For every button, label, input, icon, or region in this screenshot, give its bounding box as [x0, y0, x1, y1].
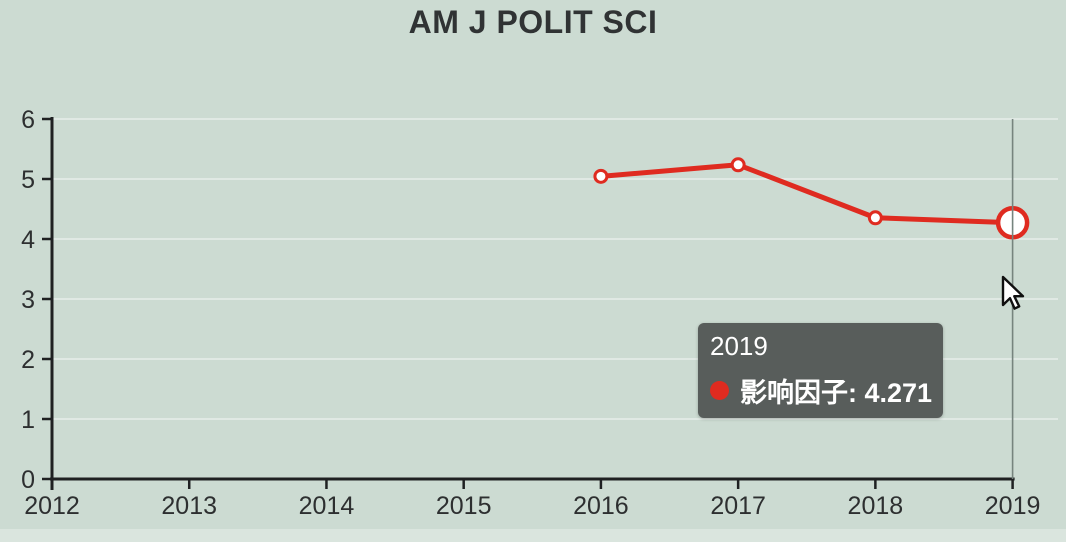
x-tick-label: 2017: [710, 492, 766, 520]
series-dot-icon: [710, 381, 729, 400]
tooltip-series-value: 影响因子: 4.271: [740, 378, 933, 408]
x-tick-label: 2013: [161, 492, 217, 520]
y-tick-label: 4: [21, 226, 35, 254]
tooltip-year-label: 2019: [710, 331, 768, 361]
tooltip-series-row: 影响因子: 4.271: [710, 371, 933, 410]
chart-tooltip: 2019 影响因子: 4.271: [698, 323, 943, 418]
y-tick-label: 1: [21, 406, 35, 434]
y-tick-label: 2: [21, 346, 35, 374]
data-point[interactable]: [730, 157, 746, 173]
x-tick-label: 2014: [299, 492, 355, 520]
y-tick-label: 5: [21, 166, 35, 194]
x-tick-label: 2015: [436, 492, 492, 520]
chart-title: AM J POLIT SCI: [408, 4, 658, 40]
data-point[interactable]: [867, 210, 883, 226]
series-line: [598, 162, 1016, 226]
y-tick-label: 3: [21, 286, 35, 314]
data-point[interactable]: [593, 168, 609, 184]
bottom-edge-strip: [0, 529, 1066, 542]
x-tick-label: 2019: [985, 492, 1041, 520]
x-tick-label: 2012: [24, 492, 80, 520]
y-tick-label: 6: [21, 106, 35, 134]
y-tick-label: 0: [21, 466, 35, 494]
x-tick-label: 2018: [848, 492, 904, 520]
mouse-cursor-icon: [1001, 275, 1025, 310]
x-tick-label: 2016: [573, 492, 629, 520]
